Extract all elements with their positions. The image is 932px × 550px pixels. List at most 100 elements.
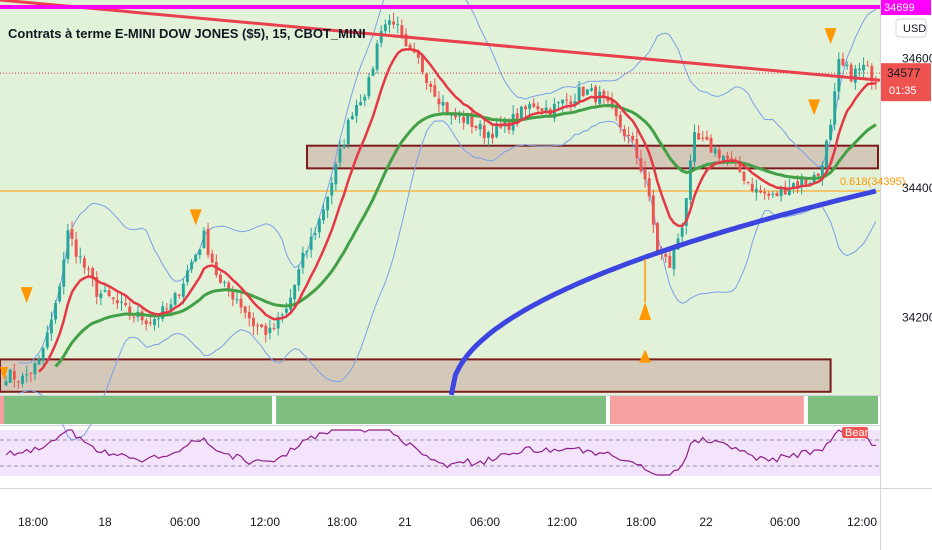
sell-signal-arrow [808, 99, 821, 116]
candle-body [829, 124, 833, 140]
candle-body [738, 161, 742, 172]
candle-body [243, 306, 247, 313]
candle-body [569, 101, 573, 105]
sell-signal-arrow [20, 287, 33, 304]
candle-body [82, 258, 86, 268]
candle-body [561, 99, 565, 104]
candle-body [623, 128, 626, 137]
candle-body [301, 252, 305, 268]
candle-body [474, 126, 478, 129]
candle-body [585, 89, 589, 95]
candle-body [557, 102, 560, 104]
candle-body [515, 113, 519, 122]
candle-body [614, 107, 618, 117]
trend-bar-segment [0, 396, 4, 424]
candle-body [355, 104, 358, 116]
candle-body [853, 68, 857, 83]
candle-body [857, 68, 861, 71]
candle-body [317, 218, 321, 233]
candle-body [293, 284, 297, 300]
candle-body [870, 66, 874, 82]
candle-body [148, 322, 152, 324]
candle-body [841, 58, 845, 66]
candle-body [177, 294, 181, 296]
candle-body [639, 158, 643, 172]
candle-body [783, 186, 787, 195]
rsi-pane[interactable] [0, 430, 880, 476]
candle-body [338, 148, 342, 163]
candle-body [37, 358, 41, 365]
candle-body [705, 136, 709, 140]
candle-body [260, 324, 264, 328]
candle-body [202, 230, 206, 248]
candle-body [874, 82, 878, 84]
candle-body [99, 293, 103, 299]
candle-body [371, 68, 375, 76]
candle-body [540, 108, 544, 111]
candle-body [796, 181, 800, 188]
candle-body [392, 21, 396, 25]
candle-body [429, 83, 433, 87]
candle-body [482, 125, 486, 139]
time-axis-tick: 18:00 [626, 515, 656, 529]
candle-body [697, 133, 701, 140]
candle-body [190, 262, 194, 270]
rsi-indicator: Bear [0, 427, 880, 476]
sell-signal-arrow [824, 28, 837, 45]
candle-body [227, 282, 231, 292]
candle-body [396, 24, 400, 26]
candle-body [70, 229, 74, 239]
candle-body [742, 171, 746, 181]
candle-body [759, 190, 762, 193]
candle-body [524, 106, 527, 110]
candle-body [206, 228, 210, 255]
candle-body [87, 268, 90, 270]
candle-body [416, 51, 420, 58]
candle-body [210, 253, 214, 263]
candle-body [495, 124, 499, 137]
candle-body [383, 24, 387, 32]
candle-body [775, 192, 779, 197]
candle-body [16, 381, 20, 383]
candle-body [458, 115, 462, 117]
candle-body [767, 193, 771, 196]
signal-markers [0, 28, 837, 381]
candle-body [606, 98, 610, 102]
candle-body [272, 327, 276, 329]
candle-body [107, 290, 111, 296]
candle-body [544, 107, 548, 111]
candle-body [322, 209, 325, 221]
candle-body [251, 317, 255, 327]
candle-body [346, 120, 350, 145]
candle-body [808, 182, 812, 184]
candle-body [268, 327, 272, 333]
main-price-pane[interactable] [0, 0, 880, 395]
candle-body [313, 233, 317, 235]
candle-body [441, 101, 445, 106]
moving-averages [38, 48, 877, 396]
time-axis-tick: 18 [98, 515, 112, 529]
candle-body [688, 160, 692, 200]
time-axis-tick: 12:00 [250, 515, 280, 529]
currency-label: USD [903, 23, 926, 35]
candle-body [334, 164, 338, 185]
candle-body [58, 286, 62, 302]
candlestick-series [4, 12, 878, 389]
candle-body [111, 297, 115, 300]
top-price-badge [881, 0, 931, 15]
candle-body [157, 318, 161, 320]
currency-button[interactable] [895, 18, 927, 38]
candle-body [367, 77, 371, 97]
candle-body [491, 133, 494, 139]
candle-body [194, 254, 198, 262]
bollinger-upper-line [18, 0, 877, 364]
candle-body [486, 132, 490, 138]
candle-body [239, 298, 243, 308]
candle-body [713, 148, 717, 154]
candle-body [470, 112, 474, 127]
candle-body [330, 182, 334, 196]
candle-body [420, 56, 424, 73]
candle-body [124, 302, 128, 306]
candle-body [635, 138, 639, 158]
candle-body [256, 325, 259, 327]
